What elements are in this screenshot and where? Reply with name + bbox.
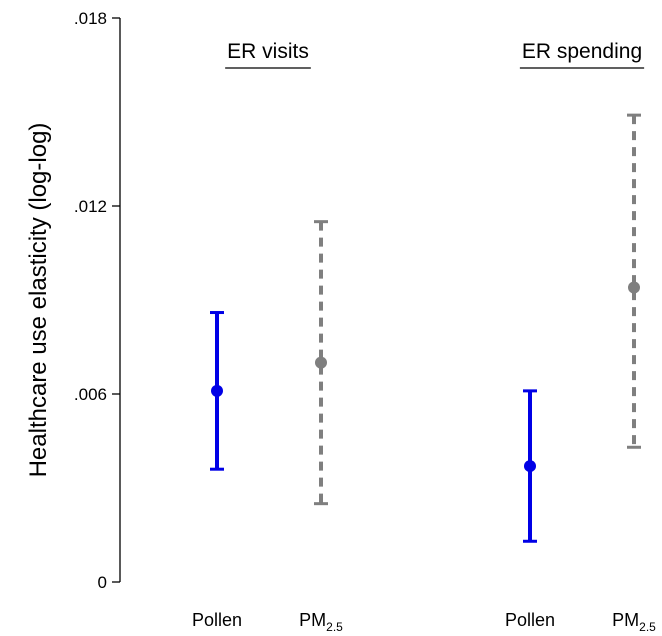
y-tick-label: .006 (74, 385, 107, 404)
category-label: Pollen (192, 610, 242, 630)
category-label: PM2.5 (612, 610, 656, 634)
category-labels: Pollen PM2.5 Pollen PM2.5 (192, 610, 656, 634)
y-tick-label: 0 (98, 573, 107, 592)
y-axis-label: Healthcare use elasticity (log-log) (25, 123, 52, 478)
y-tick-label: .012 (74, 197, 107, 216)
panel-title: ER visits (227, 40, 309, 63)
point-estimate (315, 356, 327, 369)
point-estimate (211, 384, 223, 397)
panel-titles: ER visits ER spending (225, 40, 645, 69)
category-label: Pollen (505, 610, 555, 630)
y-ticks: 0 .006 .012 .018 (74, 9, 120, 592)
category-label: PM2.5 (299, 610, 343, 634)
error-bars (210, 113, 641, 543)
y-tick-label: .018 (74, 9, 107, 28)
panel-title: ER spending (522, 40, 642, 63)
point-estimate (628, 281, 640, 294)
point-estimate (524, 460, 536, 473)
